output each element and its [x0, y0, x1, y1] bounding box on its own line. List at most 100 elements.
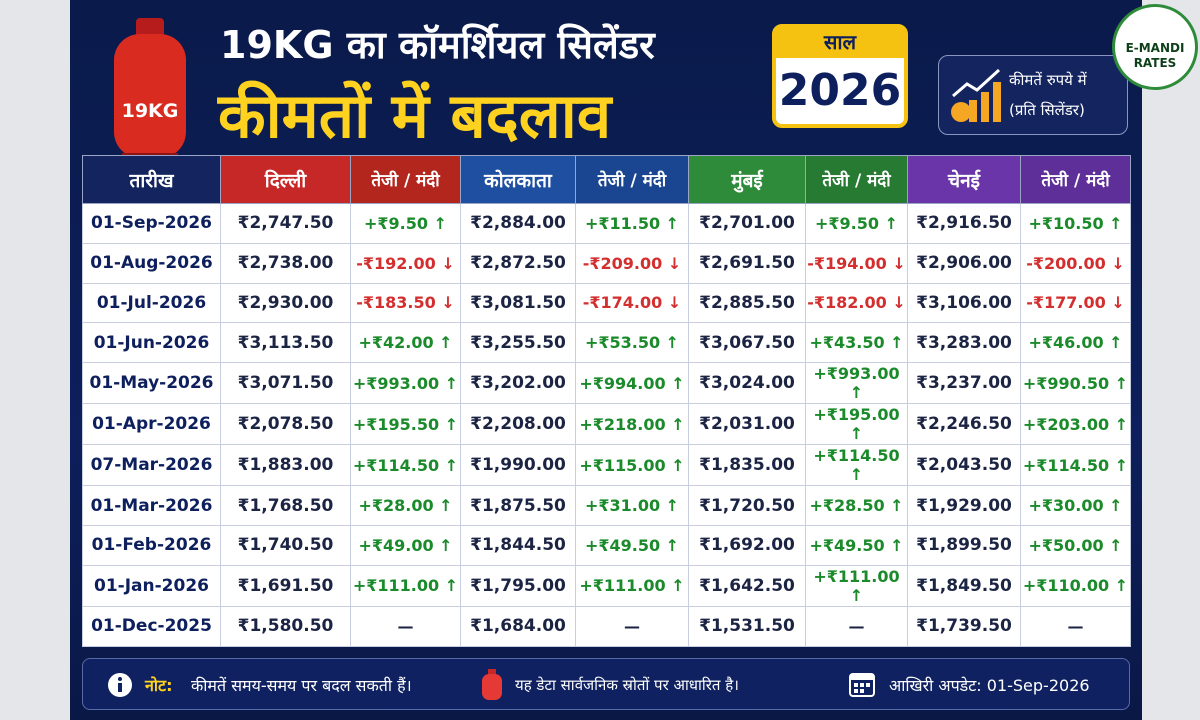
price-cell: ₹1,835.00 — [688, 444, 806, 487]
price-cell: ₹2,208.00 — [460, 403, 576, 446]
price-cell: ₹2,701.00 — [688, 203, 806, 244]
price-cell: ₹1,768.50 — [220, 485, 351, 526]
change-cell: -₹200.00 ↓ — [1020, 242, 1131, 284]
price-cell: ₹2,078.50 — [220, 403, 351, 446]
price-cell: ₹2,930.00 — [220, 282, 351, 324]
logo-line2: RATES — [1133, 56, 1177, 70]
change-cell: +₹31.00 ↑ — [575, 485, 689, 526]
price-cell: ₹2,043.50 — [907, 444, 1021, 487]
price-cell: ₹3,081.50 — [460, 282, 576, 324]
cylinder-icon — [114, 18, 186, 161]
change-cell: -₹182.00 ↓ — [805, 282, 908, 324]
change-cell: +₹9.50 ↑ — [350, 203, 461, 244]
header-cell: चेनई — [907, 155, 1021, 204]
table-row: 01-Jan-2026 ₹1,691.50 +₹111.00 ↑ ₹1,795.00 +… — [82, 564, 1131, 607]
header-cell: तेजी / मंदी — [805, 155, 908, 204]
change-cell: +₹990.50 ↑ — [1020, 362, 1131, 405]
title-line1: 19KG का कॉमर्शियल सिलेंडर — [220, 23, 655, 67]
change-cell: +₹49.00 ↑ — [350, 524, 461, 566]
cylinder-small-icon — [482, 669, 502, 700]
date-cell: 01-Jan-2026 — [82, 564, 221, 607]
update-text: आखिरी अपडेट: 01-Sep-2026 — [889, 676, 1090, 695]
price-cell: ₹3,255.50 — [460, 322, 576, 364]
header-cell: तेजी / मंदी — [350, 155, 461, 204]
price-cell: ₹1,929.00 — [907, 485, 1021, 526]
date-cell: 01-Apr-2026 — [82, 403, 221, 446]
date-cell: 01-Jun-2026 — [82, 322, 221, 364]
logo: E-MANDI RATES — [1112, 4, 1198, 90]
change-cell: +₹195.50 ↑ — [350, 403, 461, 446]
price-cell: ₹1,580.50 — [220, 605, 351, 647]
note-label: नोट: — [145, 676, 173, 695]
change-cell: -₹194.00 ↓ — [805, 242, 908, 284]
date-cell: 01-Sep-2026 — [82, 203, 221, 244]
price-cell: ₹2,872.50 — [460, 242, 576, 284]
table-row: 01-Jun-2026 ₹3,113.50 +₹42.00 ↑ ₹3,255.50 +₹… — [82, 322, 1131, 364]
header-cell: कोलकाता — [460, 155, 576, 204]
table-row: 01-Sep-2026 ₹2,747.50 +₹9.50 ↑ ₹2,884.00 +₹1… — [82, 203, 1131, 244]
price-cell: ₹1,875.50 — [460, 485, 576, 526]
date-cell: 01-May-2026 — [82, 362, 221, 405]
source-text: यह डेटा सार्वजनिक स्रोतों पर आधारित है। — [515, 676, 739, 694]
table-row: 01-Jul-2026 ₹2,930.00 -₹183.50 ↓ ₹3,081.50 -… — [82, 282, 1131, 324]
change-cell: — — [350, 605, 461, 647]
change-cell: +₹50.00 ↑ — [1020, 524, 1131, 566]
price-cell: ₹3,202.00 — [460, 362, 576, 405]
change-cell: — — [805, 605, 908, 647]
change-cell: +₹46.00 ↑ — [1020, 322, 1131, 364]
change-cell: +₹49.50 ↑ — [575, 524, 689, 566]
date-cell: 01-Jul-2026 — [82, 282, 221, 324]
calendar: साल 2026 — [772, 24, 908, 128]
table-row: 01-Dec-2025 ₹1,580.50— ₹1,684.00— ₹1,531.50… — [82, 605, 1131, 647]
price-cell: ₹2,738.00 — [220, 242, 351, 284]
change-cell: -₹177.00 ↓ — [1020, 282, 1131, 324]
header-row: तारीख दिल्ली तेजी / मंदी कोलकाता तेजी / मंदी… — [82, 155, 1131, 204]
header-cell: दिल्ली — [220, 155, 351, 204]
price-cell: ₹1,531.50 — [688, 605, 806, 647]
price-cell: ₹3,071.50 — [220, 362, 351, 405]
table-row: 01-May-2026 ₹3,071.50 +₹993.00 ↑ ₹3,202.00 +… — [82, 362, 1131, 405]
calendar-icon — [849, 673, 875, 697]
price-cell: ₹1,642.50 — [688, 564, 806, 607]
header-cell: मुंबई — [688, 155, 806, 204]
change-cell: +₹9.50 ↑ — [805, 203, 908, 244]
change-cell: +₹218.00 ↑ — [575, 403, 689, 446]
price-cell: ₹2,691.50 — [688, 242, 806, 284]
table-body: 01-Sep-2026 ₹2,747.50 +₹9.50 ↑ ₹2,884.00 +₹1… — [82, 203, 1131, 647]
change-cell: +₹203.00 ↑ — [1020, 403, 1131, 446]
date-cell: 07-Mar-2026 — [82, 444, 221, 487]
price-cell: ₹3,106.00 — [907, 282, 1021, 324]
change-cell: +₹43.50 ↑ — [805, 322, 908, 364]
year: 2026 — [778, 65, 902, 116]
footer: नोट: कीमतें समय-समय पर बदल सकती हैं। यह … — [82, 658, 1130, 710]
badge-line2: (प्रति सिलेंडर) — [1009, 101, 1085, 119]
price-cell: ₹1,795.00 — [460, 564, 576, 607]
date-cell: 01-Aug-2026 — [82, 242, 221, 284]
title-line2: कीमतों में बदलाव — [218, 79, 612, 152]
table-row: 01-Aug-2026 ₹2,738.00 -₹192.00 ↓ ₹2,872.50-… — [82, 242, 1131, 284]
price-cell: ₹2,884.00 — [460, 203, 576, 244]
price-cell: ₹2,246.50 — [907, 403, 1021, 446]
price-cell: ₹1,883.00 — [220, 444, 351, 487]
change-cell: +₹111.00 ↑ — [575, 564, 689, 607]
price-cell: ₹3,113.50 — [220, 322, 351, 364]
price-cell: ₹1,720.50 — [688, 485, 806, 526]
badge-line1: कीमतें रुपये में — [1009, 71, 1087, 89]
price-cell: ₹1,990.00 — [460, 444, 576, 487]
change-cell: +₹28.50 ↑ — [805, 485, 908, 526]
chart-icon — [951, 68, 1001, 122]
change-cell: +₹49.50 ↑ — [805, 524, 908, 566]
price-table: तारीख दिल्ली तेजी / मंदी कोलकाता तेजी / मंदी… — [82, 155, 1131, 647]
price-cell: ₹1,739.50 — [907, 605, 1021, 647]
change-cell: +₹111.00 ↑ — [805, 564, 908, 607]
change-cell: -₹183.50 ↓ — [350, 282, 461, 324]
price-cell: ₹3,024.00 — [688, 362, 806, 405]
change-cell: +₹28.00 ↑ — [350, 485, 461, 526]
price-cell: ₹1,844.50 — [460, 524, 576, 566]
change-cell: -₹209.00 ↓ — [575, 242, 689, 284]
change-cell: — — [1020, 605, 1131, 647]
change-cell: +₹11.50 ↑ — [575, 203, 689, 244]
table-row: 01-Feb-2026 ₹1,740.50 +₹49.00 ↑ ₹1,844.50 +₹… — [82, 524, 1131, 566]
price-cell: ₹1,684.00 — [460, 605, 576, 647]
change-cell: +₹42.00 ↑ — [350, 322, 461, 364]
